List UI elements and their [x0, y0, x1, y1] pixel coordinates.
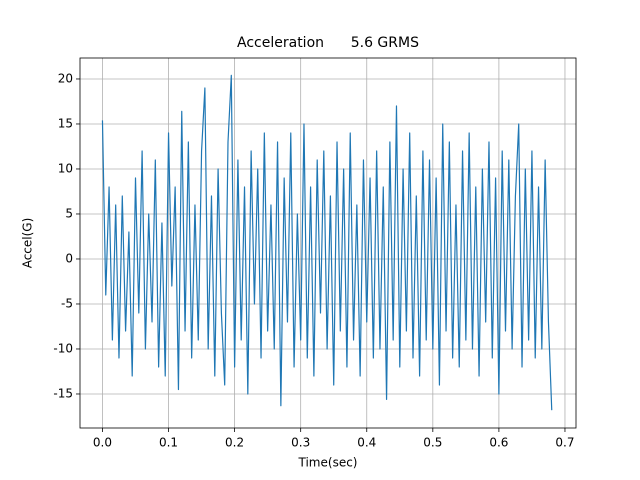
signal-line [101, 74, 553, 411]
x-tick-label: 0.5 [423, 436, 442, 450]
x-tick-label: 0.1 [159, 436, 178, 450]
y-tick-label: 10 [58, 161, 73, 175]
x-tick-label: 0.0 [93, 436, 112, 450]
x-tick-label: 0.7 [555, 436, 574, 450]
x-tick-label: 0.2 [225, 436, 244, 450]
y-tick-label: 0 [65, 251, 73, 265]
chart-title: Acceleration 5.6 GRMS [237, 35, 419, 51]
plot-layer [101, 74, 553, 411]
y-tick-label: -10 [53, 341, 73, 355]
y-tick-label: 15 [58, 116, 73, 130]
y-tick-label: -15 [53, 386, 73, 400]
y-axis-label: Accel(G) [21, 218, 35, 269]
x-tick-label: 0.3 [291, 436, 310, 450]
x-tick-label: 0.6 [489, 436, 508, 450]
y-tick-label: -5 [61, 296, 73, 310]
plot-frame [79, 57, 577, 429]
grid-layer [80, 58, 576, 428]
y-tick-label: 5 [65, 206, 73, 220]
x-axis-label: Time(sec) [298, 456, 358, 470]
x-tick-label: 0.4 [357, 436, 376, 450]
y-tick-label: 20 [58, 71, 73, 85]
